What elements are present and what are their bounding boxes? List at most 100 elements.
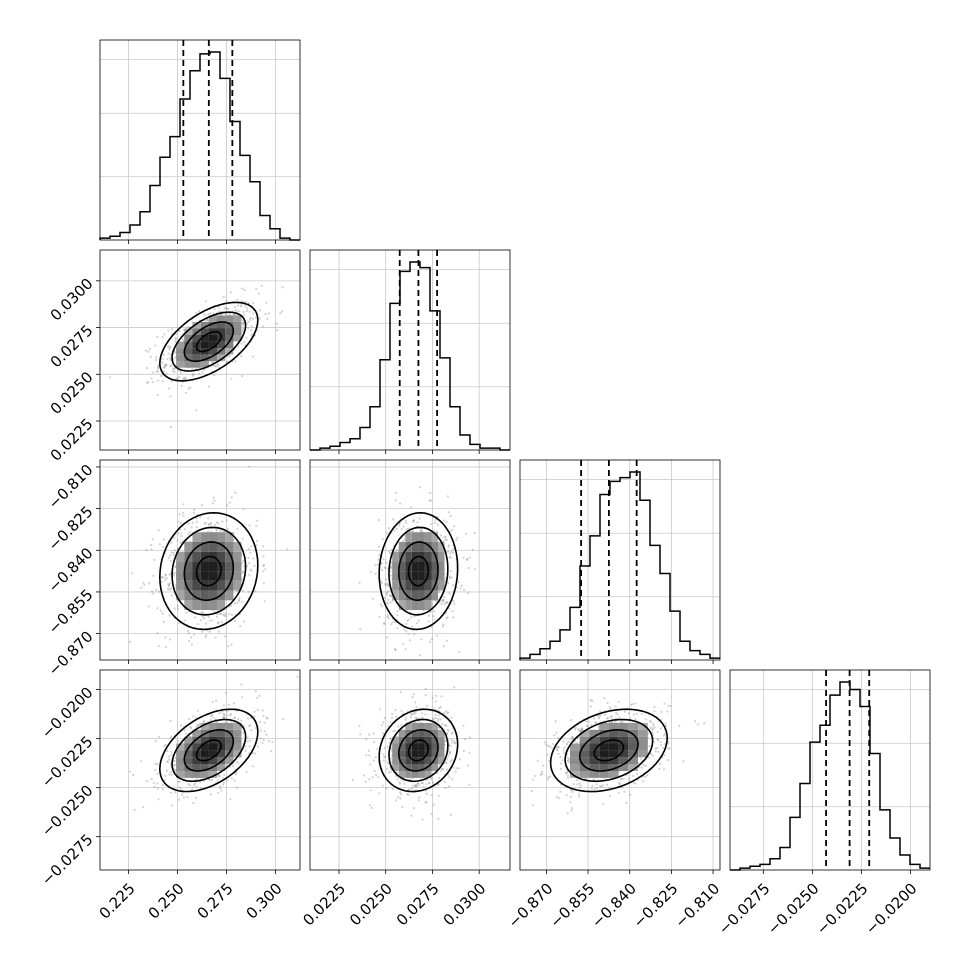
sample-point [566,742,569,745]
sample-point [413,633,416,636]
density-cell [233,335,242,342]
density-cell [398,541,406,552]
sample-point [534,774,537,778]
sample-point [227,645,230,648]
sample-point [238,310,241,313]
sample-point [397,725,400,728]
sample-point [416,521,419,524]
density-cell [184,757,193,765]
sample-point [178,798,181,801]
sample-point [169,560,172,563]
sample-point [443,603,446,606]
density-cell [425,729,432,737]
x-tick-label: −0.0225 [813,880,872,939]
sample-point [664,722,667,725]
density-cell [176,757,185,765]
sample-point [262,564,265,568]
sample-point [216,613,219,616]
sample-point [389,574,392,577]
density-cell [200,764,209,771]
sample-point [176,607,180,611]
density-cell [570,771,580,778]
sample-point [459,587,462,590]
density-cell [192,322,201,329]
sample-point [443,535,446,538]
sample-point [163,576,166,579]
sample-point [157,379,160,382]
sample-point [364,780,367,783]
sample-point [569,795,572,799]
sample-point [406,792,409,796]
density-cell [425,580,432,591]
sample-point [187,783,190,786]
sample-point [444,761,447,764]
sample-point [200,611,203,614]
sample-point [209,718,212,722]
density-cell [225,571,234,581]
sample-point [467,764,470,767]
density-cell [192,561,201,572]
sample-point [222,716,225,719]
sample-point [242,324,245,327]
sample-point [179,532,183,535]
sample-point [174,356,177,359]
sample-point [399,782,402,785]
sample-point [386,614,389,617]
sample-point [213,308,216,311]
sample-point [250,569,253,572]
histogram-step-line [99,51,300,241]
sample-point [418,717,421,720]
sample-point [391,787,394,791]
density-cell [398,600,406,610]
sample-point [451,584,455,587]
sample-point [249,551,252,555]
density-cell [418,590,425,601]
density-cell [411,600,419,610]
density-cell [618,729,629,737]
sample-point [593,788,597,791]
sample-point [224,313,227,316]
sample-point [217,522,220,525]
sample-point [214,365,217,368]
sample-point [663,754,666,757]
sample-point [450,716,453,719]
sample-point [599,785,602,788]
sample-point [228,501,231,504]
sample-point [233,779,236,782]
density-cell [425,764,432,771]
density-cell [392,571,399,581]
sample-point [425,800,428,804]
sample-point [543,741,547,744]
sample-point [154,762,157,766]
sample-point [199,516,202,519]
sample-point [402,643,405,646]
sample-point [389,738,392,741]
sample-point [223,716,226,719]
sample-point [249,316,252,319]
sample-point [267,312,271,315]
sample-point [693,720,697,723]
sample-point [211,619,214,622]
sample-point [176,539,179,542]
sample-point [380,724,383,727]
sample-point [606,783,609,786]
sample-point [555,731,558,734]
sample-point [577,793,580,796]
sample-point [549,775,552,778]
sample-point [166,587,170,591]
sample-point [230,496,233,499]
density-cell [570,757,580,765]
sample-point [411,696,414,699]
sample-point [377,519,380,522]
sample-point [564,772,568,775]
sample-point [230,613,234,617]
sample-point [172,551,175,554]
sample-point [215,521,218,524]
sample-point [644,775,647,779]
density-cell [200,328,209,335]
sample-point [237,304,240,307]
sample-point [386,767,389,771]
sample-point [386,615,389,619]
sample-point [382,622,386,625]
sample-point [389,565,392,568]
